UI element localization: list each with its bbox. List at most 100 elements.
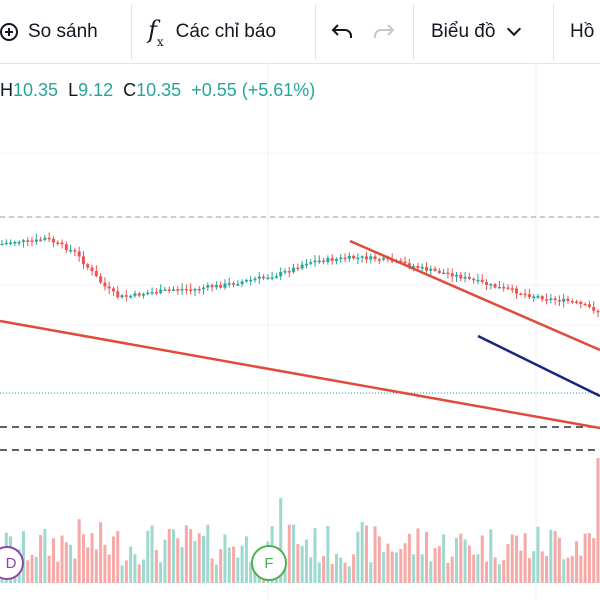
volume-bar [575,541,579,583]
trendline-support[interactable] [0,319,600,430]
close-value: 10.35 [136,80,182,100]
candle-body [116,291,120,298]
toolbar-divider [413,4,414,60]
candle-body [81,256,85,265]
candle-body [9,242,13,245]
volume-bar [330,564,334,583]
volume-bar [227,547,231,583]
volume-bar [317,562,321,583]
volume-bar [180,547,184,583]
volume-bar [540,551,544,583]
chart-type-label: Biểu đồ [431,20,496,42]
volume-bar [562,559,566,583]
volume-bar [236,557,240,583]
candle-body [429,268,433,271]
volume-bar [596,458,600,583]
candle-body [596,310,600,313]
financials-marker[interactable]: F [251,545,287,581]
candle-body [292,267,296,273]
volume-bar [455,537,459,583]
volume-bar [296,544,300,583]
toolbar-divider [131,4,132,60]
dividend-marker[interactable]: D [0,546,24,580]
volume-bar [111,536,115,583]
volume-bar [30,554,34,583]
volume-bar [292,524,296,583]
candle-body [197,288,201,291]
volume-bar [579,555,583,583]
candle-body [360,256,364,258]
volume-bar [382,552,386,583]
candle-body [467,276,471,279]
candle-body [99,276,103,283]
undo-button[interactable] [330,0,354,63]
candle-body [249,279,253,282]
candle-body [244,280,248,282]
trendline-channel[interactable] [477,334,600,398]
volume-bar [141,559,145,583]
candle-body [184,288,188,291]
chart-type-dropdown[interactable]: Biểu đồ [431,0,522,63]
volume-bar [129,546,133,583]
candle-body [313,260,317,263]
volume-bar [64,542,68,583]
candle-body [111,288,115,292]
redo-button[interactable] [372,0,396,63]
change-percent: (+5.61%) [241,80,316,100]
financials-marker-label: F [264,554,274,572]
volume-bar [56,561,60,583]
volume-bar [570,556,574,583]
high-prefix: H [0,80,13,100]
volume-bar [103,544,107,583]
volume-bar [536,526,540,583]
candle-body [562,298,566,302]
volume-bar [21,531,25,583]
candle-body [523,293,527,296]
indicators-button[interactable]: fx Các chỉ báo [148,0,276,63]
volume-bar [463,539,467,583]
volume-bar [26,560,30,583]
candle-body [549,298,553,300]
candle-body [317,260,321,263]
candle-body [124,295,128,297]
candle-body [515,288,519,294]
candle-body [167,289,171,291]
candle-body [557,300,561,302]
close-prefix: C [123,80,137,100]
candle-body [150,292,154,294]
volume-bar [249,561,253,583]
candle-body [253,278,257,281]
candle-body [485,282,489,285]
volume-bar [146,530,150,583]
volume-bar [467,545,471,583]
candle-body [407,263,411,267]
candle-body [202,287,206,290]
volume-bar [313,528,317,583]
candle-body [129,295,133,298]
candle-body [352,255,356,259]
candle-body [433,268,437,271]
candle-body [279,272,283,277]
candle-body [532,296,536,299]
price-chart[interactable] [0,63,600,600]
candle-body [476,279,480,282]
volume-bar [364,525,368,583]
redo-icon [374,23,395,38]
candle-body [223,283,227,288]
volume-bar [506,544,510,583]
overflow-menu-item[interactable]: Hồ [570,0,594,63]
candle-body [73,249,77,252]
candle-body [21,240,25,242]
candle-body [446,272,450,275]
volume-bar [334,553,338,583]
volume-bar [377,536,381,583]
volume-bar [403,543,407,583]
candle-body [193,288,197,291]
candle-body [159,289,163,293]
candle-body [77,251,81,257]
trendline-resistance[interactable] [349,239,600,352]
compare-button[interactable]: So sánh [0,0,98,63]
volume-bar [339,557,343,583]
volume-bar [553,530,557,583]
volume-bar [304,539,308,583]
